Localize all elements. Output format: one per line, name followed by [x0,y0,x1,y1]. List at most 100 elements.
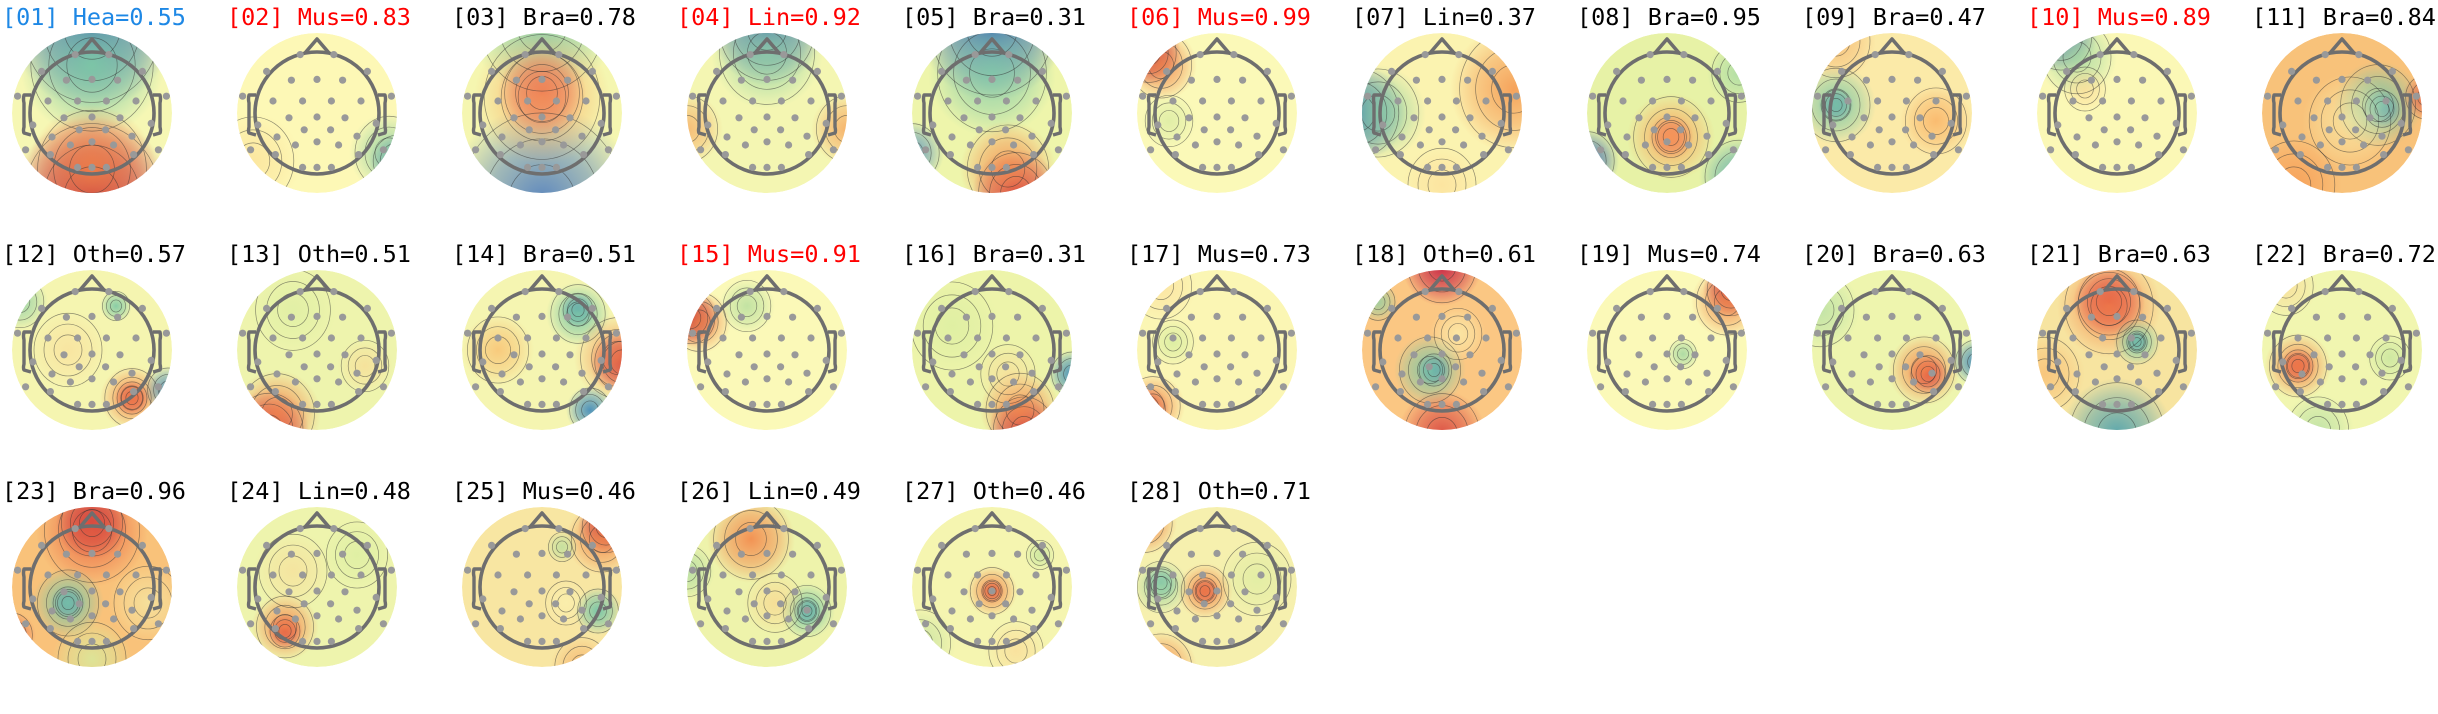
topomap-cell: [11] Bra=0.84 [2252,3,2438,240]
right-ear-outline [2402,330,2413,374]
nose-outline [978,37,1006,55]
right-ear-outline [1052,330,1063,374]
scalp-topomap [1587,33,1747,193]
head-outline [703,50,831,176]
scalp-topomap [1137,33,1297,193]
nose-outline [1653,37,1681,55]
component-label: [24] Lin=0.48 [227,477,411,505]
nose-outline [1878,274,1906,292]
head-outline [2053,50,2181,176]
right-ear-outline [2177,93,2188,137]
scalp-topomap [1362,33,1522,193]
head-outline [253,287,381,413]
component-label: [21] Bra=0.63 [2027,240,2211,268]
right-ear-outline [1952,93,1963,137]
electrode-markers [914,288,1070,408]
left-ear-outline [471,567,482,611]
component-label: [08] Bra=0.95 [1577,3,1761,31]
topomap-cell: [16] Bra=0.31 [902,240,1127,477]
scalp-topomap [687,33,847,193]
topomap-cell: [08] Bra=0.95 [1577,3,1802,240]
topomap-cell: [06] Mus=0.99 [1127,3,1352,240]
electrode-markers [2039,288,2195,408]
topomap-cell: [05] Bra=0.31 [902,3,1127,240]
left-ear-outline [246,93,257,137]
electrode-markers [14,525,170,645]
head-outline [1153,524,1281,650]
left-ear-outline [246,330,257,374]
nose-outline [528,274,556,292]
left-ear-outline [1371,93,1382,137]
head-outline [253,524,381,650]
topomap-cell: [13] Oth=0.51 [227,240,452,477]
electrode-markers [689,51,845,171]
left-ear-outline [921,567,932,611]
head-outline [1603,50,1731,176]
component-label: [13] Oth=0.51 [227,240,411,268]
scalp-topomap [1812,270,1972,430]
head-outline [28,50,156,176]
right-ear-outline [1277,567,1288,611]
left-ear-outline [1821,93,1832,137]
left-ear-outline [696,330,707,374]
electrode-markers [239,288,395,408]
electrode-markers [689,525,845,645]
right-ear-outline [152,567,163,611]
component-label: [23] Bra=0.96 [2,477,186,505]
activation-field [1587,33,1747,193]
head-outline [28,524,156,650]
nose-outline [2328,37,2356,55]
nose-outline [528,37,556,55]
nose-outline [303,274,331,292]
scalp-topomap [687,270,847,430]
nose-outline [2328,274,2356,292]
right-ear-outline [377,330,388,374]
component-label: [05] Bra=0.31 [902,3,1086,31]
head-outline [1603,287,1731,413]
head-outline [928,287,1056,413]
left-ear-outline [21,93,32,137]
scalp-topomap [2037,270,2197,430]
left-ear-outline [921,93,932,137]
right-ear-outline [1502,330,1513,374]
component-label: [02] Mus=0.83 [227,3,411,31]
electrode-markers [1364,51,1520,171]
component-label: [25] Mus=0.46 [452,477,636,505]
electrode-markers [464,525,620,645]
topomap-cell: [14] Bra=0.51 [452,240,677,477]
scalp-topomap [12,507,172,667]
activation-field [912,33,1072,193]
head-outline [703,524,831,650]
right-ear-outline [827,330,838,374]
component-label: [14] Bra=0.51 [452,240,636,268]
scalp-topomap [12,33,172,193]
head-outline [478,287,606,413]
electrode-markers [1139,51,1295,171]
activation-field [1137,507,1297,667]
activation-field [912,507,1072,667]
electrode-markers [239,51,395,171]
head-outline [1153,287,1281,413]
topomap-cell: [12] Oth=0.57 [2,240,227,477]
head-outline [478,524,606,650]
topomap-cell: [01] Hea=0.55 [2,3,227,240]
electrode-markers [1589,288,1745,408]
scalp-topomap [912,270,1072,430]
component-label: [17] Mus=0.73 [1127,240,1311,268]
scalp-topomap [2262,33,2422,193]
component-label: [27] Oth=0.46 [902,477,1086,505]
right-ear-outline [1277,93,1288,137]
left-ear-outline [1146,93,1157,137]
head-outline [28,287,156,413]
component-label: [07] Lin=0.37 [1352,3,1536,31]
scalp-topomap [237,33,397,193]
nose-outline [1653,274,1681,292]
topomap-cell: [28] Oth=0.71 [1127,477,1352,714]
head-outline [478,50,606,176]
electrode-markers [689,288,845,408]
topomap-cell: [21] Bra=0.63 [2027,240,2252,477]
component-label: [16] Bra=0.31 [902,240,1086,268]
scalp-topomap [1362,270,1522,430]
component-label: [04] Lin=0.92 [677,3,861,31]
nose-outline [1203,37,1231,55]
